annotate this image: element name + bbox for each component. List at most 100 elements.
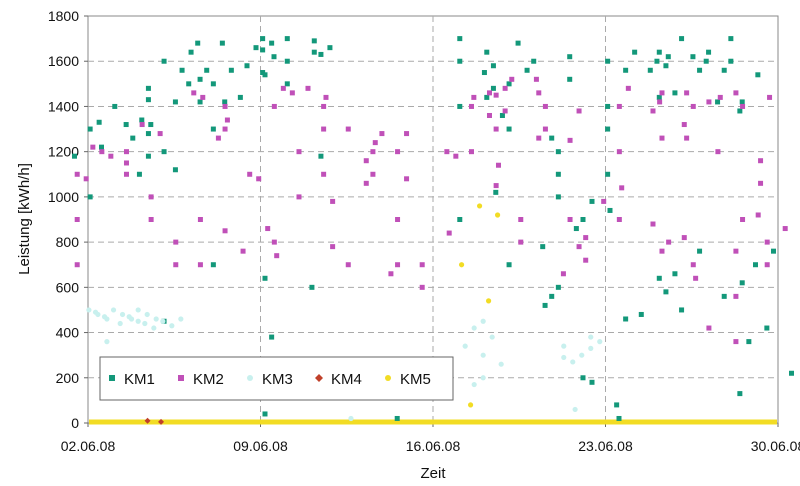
km1-point [567,76,573,82]
km3-point [151,325,157,331]
km2-point [681,122,687,128]
km1-point [253,45,259,51]
km2-point [706,99,712,105]
km2-point [567,217,573,222]
km2-point [493,126,499,132]
km1-point [99,144,104,150]
km2-point [684,90,690,96]
km2-point [372,140,378,146]
km1-point [457,103,463,109]
km1-point [605,126,611,132]
x-tick-label: 16.06.08 [406,438,461,454]
km1-point [394,415,400,421]
km2-point [715,149,721,155]
km2-point [345,262,351,268]
km1-point [567,54,573,60]
km2-point [395,149,401,155]
km4-point [144,417,151,424]
km1-point [697,248,703,254]
km1-point [654,58,660,64]
km2-point [657,99,663,105]
km2-point [274,253,280,259]
km3-point [570,359,576,365]
km5-legend-marker [385,375,391,381]
km2-point [502,85,508,91]
km1-point [262,275,268,281]
km3-point [104,339,110,345]
km2-point [108,153,114,159]
km3-point [169,323,175,329]
km3-point [144,311,150,318]
km5-point [494,212,501,218]
km1-point [515,40,521,46]
km2-point [271,239,277,245]
km1-point [789,370,794,376]
km2-point [379,131,385,137]
km2-legend-label: KM2 [193,371,224,388]
y-axis-title: Leistung [kWh/h] [16,163,33,275]
km2-point [296,149,302,155]
x-axis-ticks: 02.06.08 09.06.08 16.06.08 23.06.08 30.06.08 [61,423,800,454]
km2-point [650,221,656,227]
km2-point [767,94,773,100]
km2-point [200,94,206,100]
km2-point [693,275,699,281]
km2-point [321,126,327,132]
km1-point [605,58,611,64]
km3-point [471,325,477,331]
km5-legend-label: KM5 [400,371,431,388]
y-tick-label: 0 [71,415,79,431]
km2-point [717,94,723,100]
km3-point [588,334,594,340]
km2-point [690,262,696,268]
km3-legend-label: KM3 [262,371,293,388]
km1-point [540,244,546,250]
km2-point [419,284,425,290]
km3-point [597,339,603,345]
km1-point [145,85,151,91]
km2-point [659,135,665,141]
km3-point [110,307,117,313]
km1-point [284,36,290,42]
km3-point [572,406,578,413]
km2-point [370,149,376,155]
y-tick-label: 1000 [48,189,79,205]
km1-point [506,126,512,132]
km3-point [498,361,504,367]
km1-point [638,311,644,317]
km2-point [148,194,154,200]
km1-point [457,36,463,42]
km2-point [542,126,548,132]
km3-point [561,354,567,361]
km2-point [224,117,230,123]
km1-point [531,58,537,64]
km1-point [549,135,555,141]
km2-point [733,339,739,345]
km1-point [663,289,669,295]
km2-point [733,248,739,254]
km1-point [262,411,268,417]
km1-point [490,85,496,91]
km1-point [161,58,167,64]
km1-point [632,49,638,55]
km1-point [739,280,745,286]
km2-point [764,239,770,245]
km2-point [690,103,696,109]
km2-point [388,271,394,277]
km3-point [86,307,92,313]
km1-point [614,402,620,408]
km2-point [733,90,739,96]
km1-point [737,391,743,397]
km1-point [555,284,561,290]
km2-point [173,262,179,268]
km2-point [215,135,221,141]
legend-box [99,356,454,401]
km1-point [210,81,216,87]
km1-point [672,271,678,277]
km2-point [256,176,262,182]
km1-point [524,67,530,73]
km1-point [197,76,203,82]
km2-point [471,94,477,100]
km2-point [197,262,203,268]
km5-point [476,203,483,209]
